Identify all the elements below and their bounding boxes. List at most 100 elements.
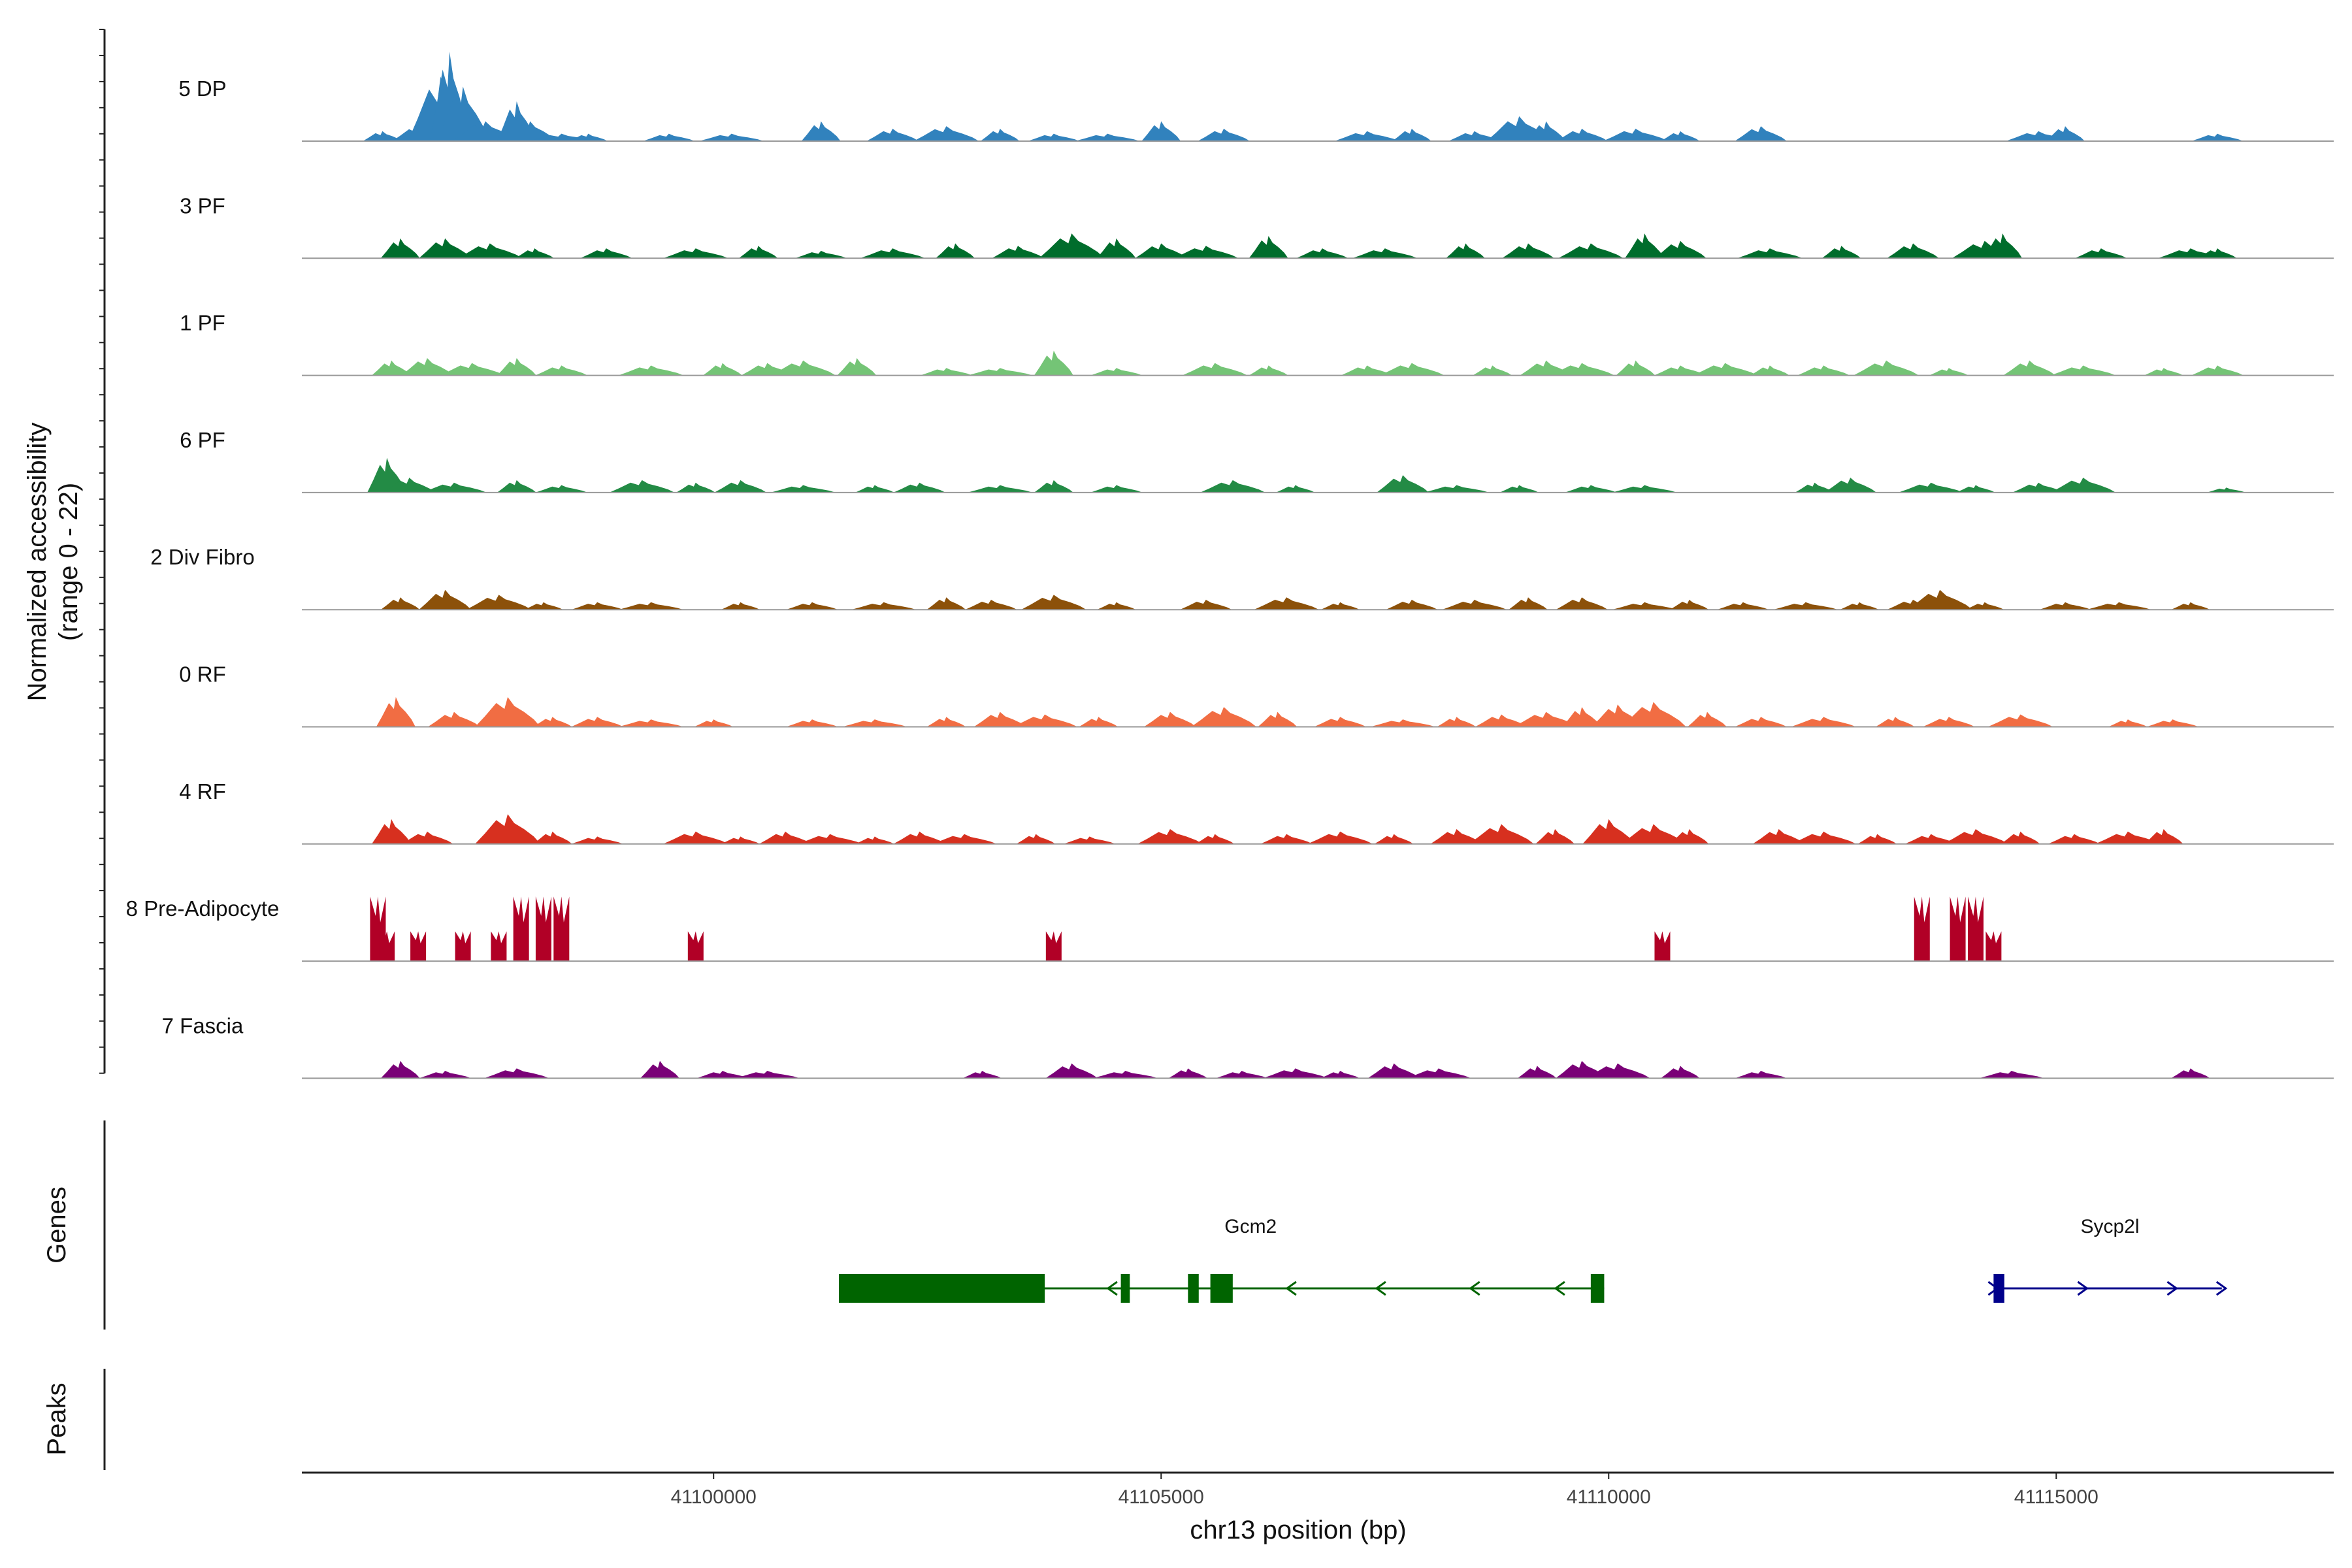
track-0-rf: 0 RF — [179, 662, 2334, 727]
coverage-peak — [2191, 134, 2244, 141]
coverage-peak — [466, 595, 531, 610]
coverage-peak — [1079, 717, 1118, 727]
coverage-peak — [1249, 365, 1288, 375]
coverage-peak — [694, 719, 733, 727]
x-tick-label: 41110000 — [1567, 1486, 1651, 1508]
coverage-peak — [2001, 832, 2040, 844]
coverage-peak — [1263, 1068, 1328, 1078]
coverage-peak — [1437, 717, 1476, 727]
coverage-peak — [1473, 365, 1512, 375]
coverage-peak — [381, 597, 420, 610]
coverage-peak — [515, 248, 554, 258]
coverage-peak — [1565, 485, 1617, 492]
coverage-peak — [981, 129, 1020, 141]
coverage-peak — [1854, 361, 1919, 376]
coverage-peak — [372, 819, 411, 844]
coverage-peak — [2144, 829, 2183, 844]
gene-exon — [1121, 1274, 1130, 1303]
coverage-peak — [676, 483, 715, 493]
coverage-peak — [1168, 1068, 1207, 1078]
coverage-peak — [1821, 246, 1861, 258]
coverage-peak — [618, 719, 683, 727]
coverage-peak — [926, 717, 966, 727]
genomic-x-axis: 41100000 41105000 41110000 41115000chr13 po… — [302, 1473, 2334, 1544]
gene-exon — [1591, 1274, 1605, 1303]
track-label: 3 PF — [180, 193, 225, 218]
coverage-peak — [1797, 365, 1850, 375]
coverage-peak — [1907, 590, 1972, 610]
coverage-peak — [1518, 1066, 1557, 1078]
coverage-peak — [571, 717, 623, 727]
coverage-peak — [2144, 368, 2183, 375]
coverage-peak — [1039, 233, 1104, 258]
coverage-peak — [618, 602, 683, 610]
coverage-peak — [1502, 243, 1554, 258]
coverage-peak — [797, 834, 862, 844]
coverage-peak — [379, 931, 395, 961]
coverage-peak — [1556, 129, 1608, 141]
x-tick-label: 41115000 — [2014, 1486, 2099, 1508]
coverage-peak — [1377, 475, 1429, 493]
track-1-pf: 1 PF — [180, 311, 2334, 376]
coverage-peak — [703, 363, 742, 376]
coverage-peak — [1603, 129, 1668, 141]
coverage-peak — [419, 590, 471, 610]
coverage-peak — [571, 602, 623, 610]
track-label: 5 DP — [178, 76, 226, 101]
coverage-peak — [1965, 602, 2004, 610]
coverage-peak — [1045, 1064, 1098, 1079]
coverage-peak — [1558, 243, 1624, 258]
gene-gcm2: Gcm2 — [839, 1216, 1604, 1303]
coverage-peak — [475, 814, 540, 844]
coverage-peak — [1260, 834, 1313, 844]
coverage-peak — [1950, 896, 1966, 961]
coverage-peak — [497, 358, 536, 376]
coverage-peak — [457, 243, 523, 258]
coverage-peak — [965, 600, 1017, 610]
coverage-peak — [2039, 602, 2091, 610]
coverage-peak — [837, 358, 876, 376]
coverage-peak — [1791, 717, 1856, 727]
coverage-peak — [1141, 122, 1181, 141]
coverage-tracks: 5 DP3 PF1 PF6 PF2 Div Fibro0 RF4 RF8 Pre… — [126, 52, 2334, 1078]
coverage-peak — [714, 480, 766, 493]
coverage-peak — [376, 697, 416, 727]
coverage-peak — [1016, 834, 1055, 844]
coverage-peak — [535, 365, 587, 375]
coverage-peak — [1670, 600, 1709, 610]
coverage-peak — [932, 834, 997, 844]
coverage-peak — [1249, 236, 1288, 258]
coverage-peak — [1750, 365, 1789, 375]
coverage-peak — [893, 483, 945, 493]
track-label: 8 Pre-Adipocyte — [126, 896, 280, 921]
coverage-peak — [2146, 719, 2198, 727]
coverage-peak — [439, 363, 504, 376]
coverage-peak — [2050, 478, 2115, 493]
coverage-peak — [1352, 248, 1418, 258]
coverage-peak — [1717, 602, 1769, 610]
y-axis-range-label: (range 0 - 22) — [54, 483, 83, 641]
track-label: 2 Div Fibro — [150, 545, 255, 569]
coverage-peak — [855, 836, 894, 843]
coverage-peak — [1254, 597, 1319, 610]
coverage-peak — [1857, 834, 1897, 844]
coverage-peak — [533, 717, 572, 727]
coverage-peak — [1968, 896, 1984, 961]
genes-track-title: Genes — [42, 1186, 71, 1264]
coverage-peak — [1621, 702, 1686, 727]
coverage-peak — [1661, 1066, 1700, 1078]
coverage-peak — [618, 365, 683, 375]
coverage-peak — [866, 129, 919, 141]
coverage-peak — [1276, 485, 1315, 492]
coverage-peak — [419, 1071, 471, 1078]
coverage-peak — [1097, 238, 1136, 258]
coverage-peak — [1090, 368, 1143, 375]
coverage-peak — [381, 238, 420, 258]
gene-exon — [1211, 1274, 1233, 1303]
coverage-peak — [524, 602, 563, 610]
coverage-peak — [1616, 361, 1655, 376]
coverage-peak — [1374, 834, 1413, 844]
coverage-peak — [553, 896, 569, 961]
coverage-peak — [1386, 600, 1438, 610]
coverage-peak — [2050, 365, 2115, 375]
